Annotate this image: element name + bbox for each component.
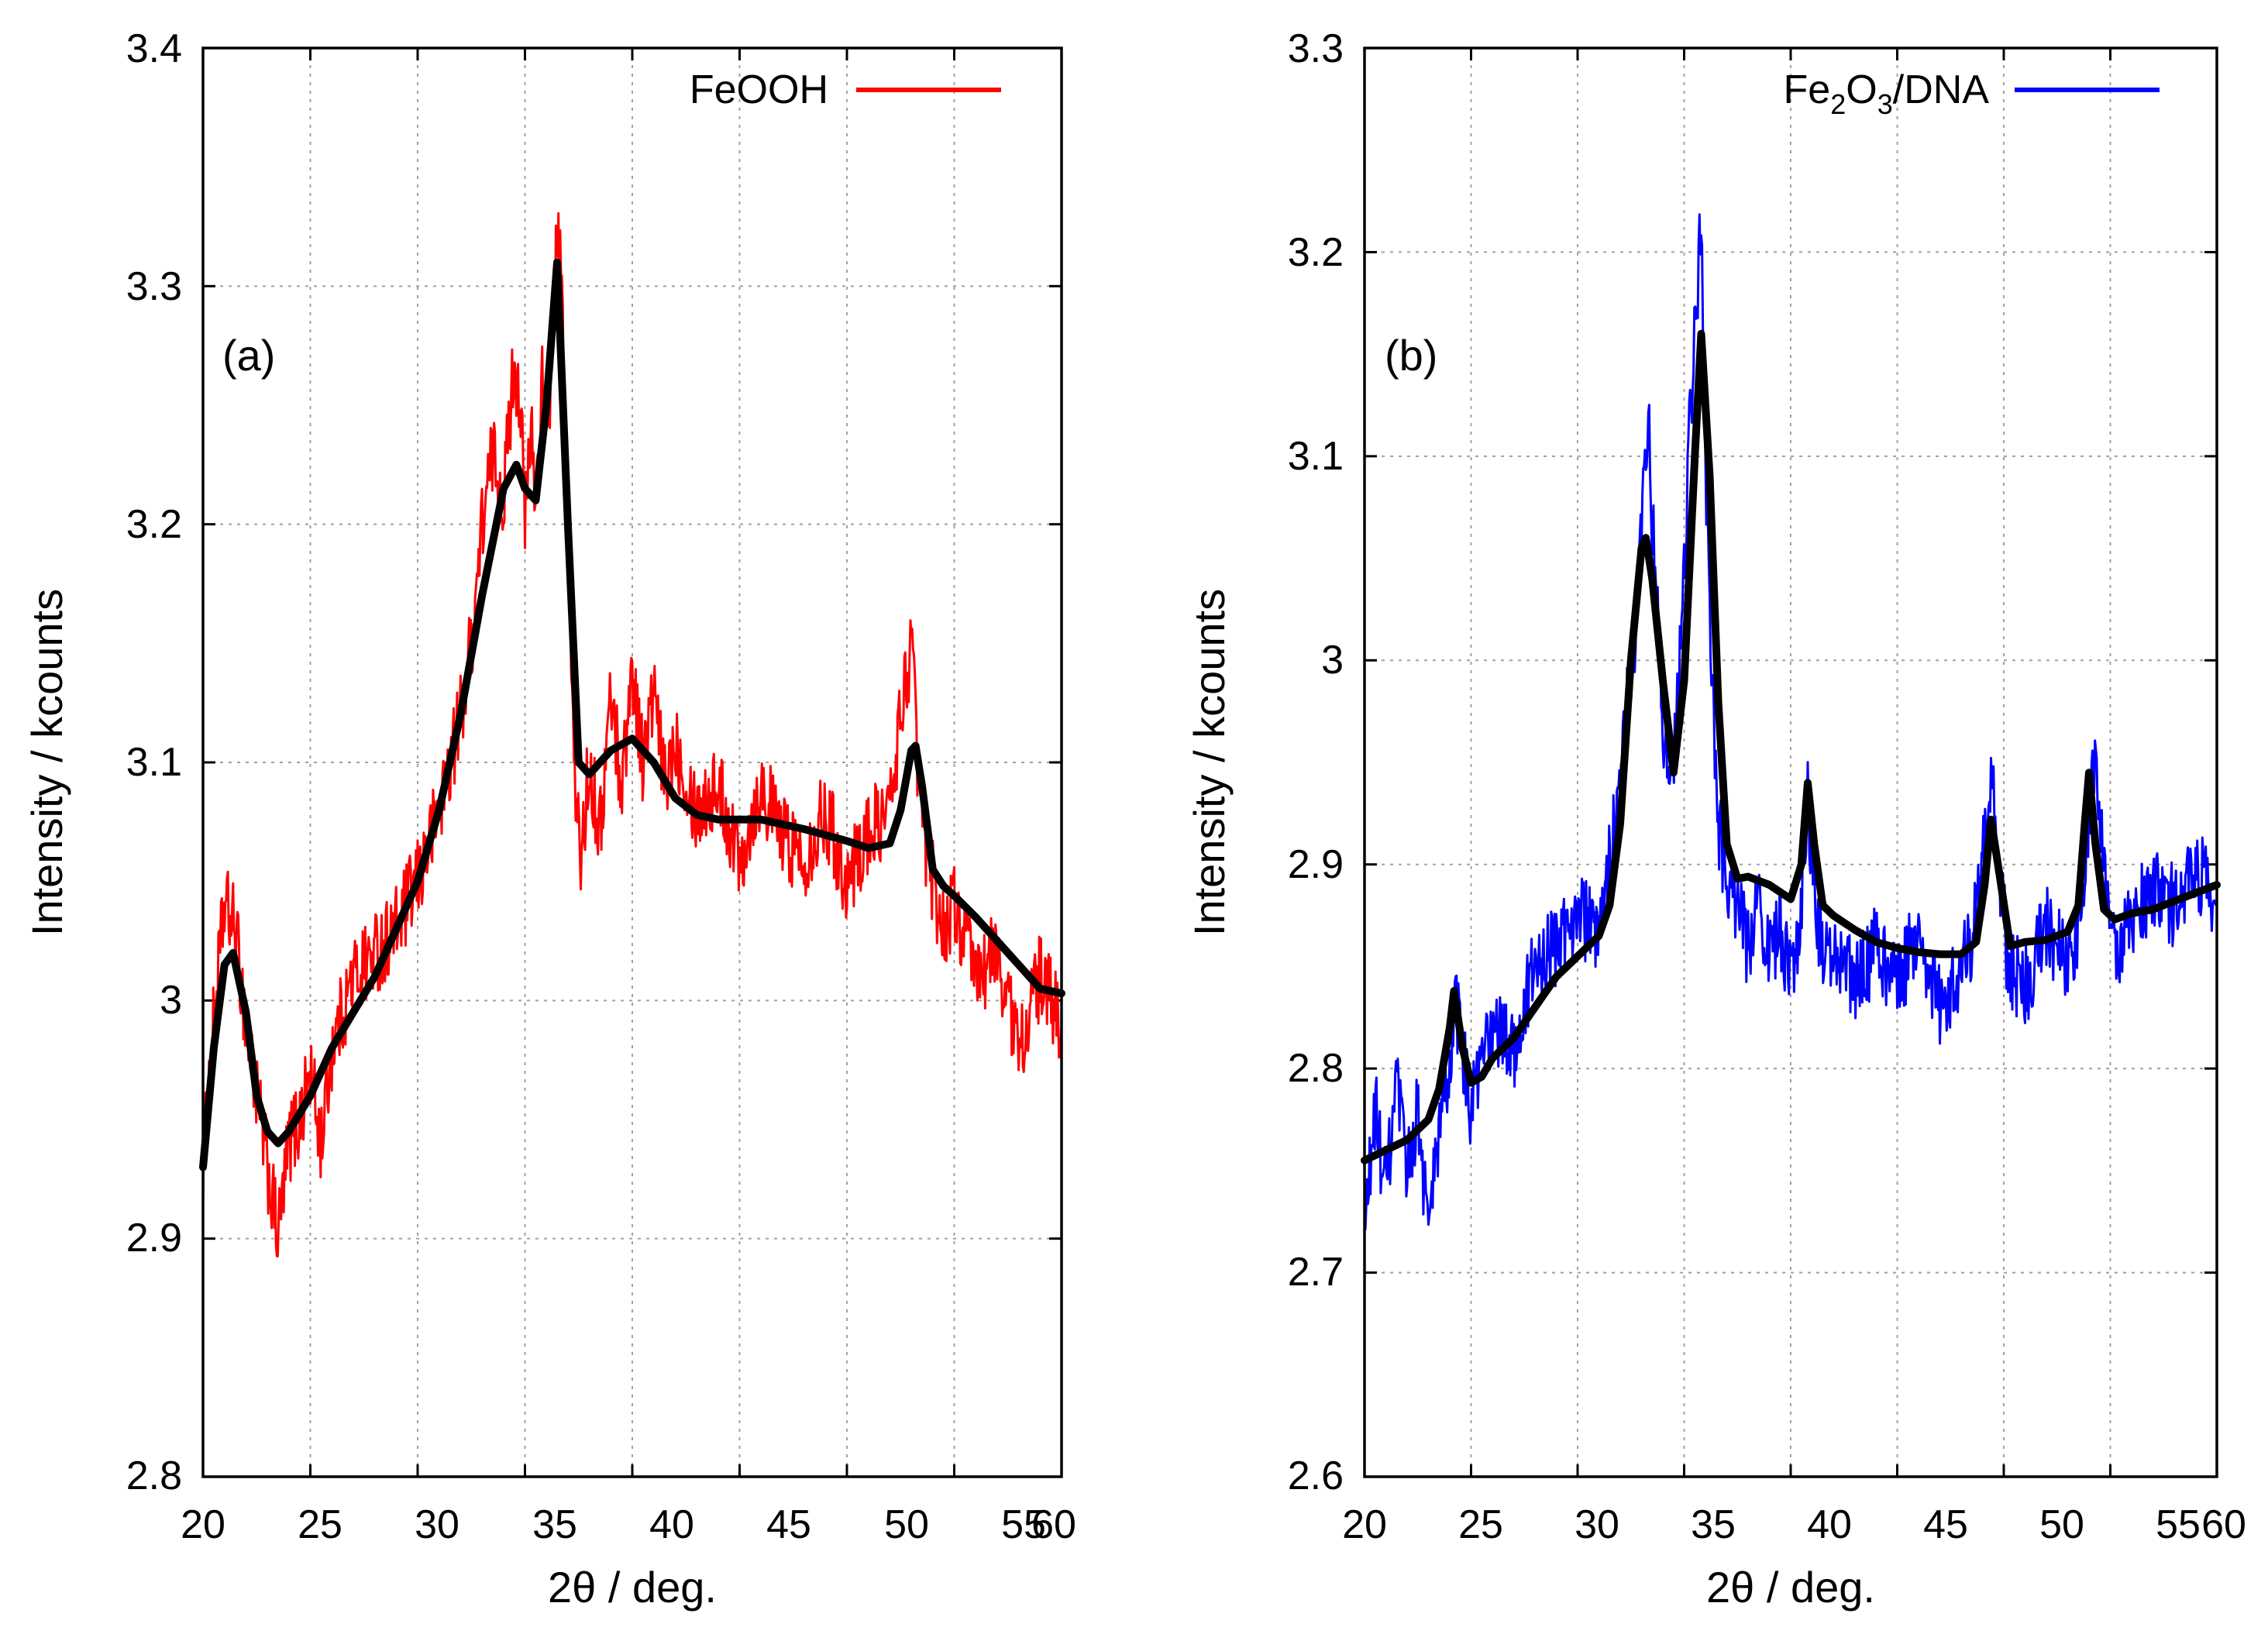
panel-b-y-tick-label: 3.3 bbox=[1288, 26, 1344, 71]
panel-a-y-tick-label: 2.9 bbox=[126, 1216, 182, 1261]
legend-label-sub-2: 2 bbox=[1830, 88, 1846, 120]
panel-b-legend-label: Fe2O3/DNA bbox=[1784, 67, 1990, 120]
panel-b-label: (b) bbox=[1385, 331, 1437, 380]
panel-a-y-tick-label: 3.3 bbox=[126, 264, 182, 309]
panel-a-label: (a) bbox=[222, 331, 275, 380]
panel-a-y-axis-title: Intensity / kcounts bbox=[22, 589, 71, 936]
panel-b-x-tick-label: 45 bbox=[1923, 1502, 1968, 1547]
panel-a: 20 25 30 35 40 45 50 55 60 2.8 2.9 3 3.1… bbox=[22, 26, 1076, 1612]
panel-a-y-tick-label: 3 bbox=[160, 978, 182, 1023]
panel-a-y-tick-label: 3.1 bbox=[126, 740, 182, 785]
panel-a-y-tick-label: 2.8 bbox=[126, 1453, 182, 1498]
panel-b-x-axis-title: 2θ / deg. bbox=[1706, 1563, 1875, 1612]
panel-b-series-fe2o3-dna-line bbox=[1363, 213, 2218, 1230]
panel-b-x-tick-label: 55 bbox=[2156, 1502, 2201, 1547]
legend-label-dna: /DNA bbox=[1893, 67, 1990, 112]
panel-a-x-tick-label: 60 bbox=[1031, 1502, 1076, 1547]
panel-a-x-tick-label: 20 bbox=[181, 1502, 225, 1547]
panel-b-y-tick-label: 2.6 bbox=[1288, 1453, 1344, 1498]
panel-b-y-tick-label: 3.2 bbox=[1288, 230, 1344, 275]
legend-label-sub-3: 3 bbox=[1877, 88, 1893, 120]
panel-a-legend-label: FeOOH bbox=[690, 67, 828, 112]
legend-label-o: O bbox=[1846, 67, 1877, 112]
panel-b-x-tick-label: 20 bbox=[1342, 1502, 1387, 1547]
legend-label-fe: Fe bbox=[1784, 67, 1831, 112]
panel-b-y-tick-labels: 2.6 2.7 2.8 2.9 3 3.1 3.2 3.3 bbox=[1288, 26, 1344, 1498]
panel-b-y-tick-label: 3.1 bbox=[1288, 434, 1344, 479]
panel-b-x-tick-label: 25 bbox=[1458, 1502, 1503, 1547]
panel-a-legend: FeOOH bbox=[690, 67, 1001, 112]
panel-b-x-tick-label: 60 bbox=[2201, 1502, 2246, 1547]
panel-a-fit-curve bbox=[199, 258, 1065, 1171]
panel-a-y-tick-labels: 2.8 2.9 3 3.1 3.2 3.3 3.4 bbox=[126, 26, 182, 1498]
panel-a-x-tick-label: 35 bbox=[532, 1502, 577, 1547]
panel-a-x-tick-labels: 20 25 30 35 40 45 50 55 60 bbox=[181, 1502, 1076, 1547]
panel-a-y-tick-label: 3.2 bbox=[126, 502, 182, 547]
panel-a-x-tick-label: 45 bbox=[766, 1502, 811, 1547]
panel-a-x-tick-label: 40 bbox=[649, 1502, 694, 1547]
panel-b-x-tick-labels: 20 25 30 35 40 45 50 55 60 bbox=[1342, 1502, 2246, 1547]
panel-a-x-tick-label: 50 bbox=[884, 1502, 929, 1547]
panel-a-y-tick-label: 3.4 bbox=[126, 26, 182, 71]
panel-b-x-tick-label: 40 bbox=[1807, 1502, 1852, 1547]
panel-b-y-axis-title: Intensity / kcounts bbox=[1185, 589, 1234, 936]
panel-a-x-tick-label: 30 bbox=[415, 1502, 459, 1547]
panel-a-grid bbox=[203, 48, 1062, 1477]
panel-b-y-tick-label: 2.9 bbox=[1288, 842, 1344, 887]
panel-b-x-tick-label: 35 bbox=[1691, 1502, 1736, 1547]
panel-b-grid bbox=[1365, 48, 2217, 1477]
panel-b-plot-frame bbox=[1363, 46, 2218, 1478]
panel-b-tick-marks bbox=[1363, 46, 2218, 1478]
panel-b-x-tick-label: 30 bbox=[1575, 1502, 1619, 1547]
panel-b-legend: Fe2O3/DNA bbox=[1784, 67, 2160, 120]
panel-b-y-tick-label: 3 bbox=[1321, 638, 1344, 683]
panel-a-x-tick-label: 25 bbox=[298, 1502, 342, 1547]
panel-a-x-axis-title: 2θ / deg. bbox=[548, 1563, 717, 1612]
panel-b-y-tick-label: 2.8 bbox=[1288, 1046, 1344, 1091]
panel-a-plot-frame bbox=[201, 46, 1063, 1478]
panel-a-x-tick-label: 55 bbox=[1001, 1502, 1046, 1547]
panel-b-fit-curve bbox=[1361, 329, 2221, 1164]
panel-b: 20 25 30 35 40 45 50 55 60 2.6 2.7 2.8 2… bbox=[1185, 26, 2246, 1612]
panel-b-y-tick-label: 2.7 bbox=[1288, 1250, 1344, 1295]
panel-b-x-tick-label: 50 bbox=[2039, 1502, 2084, 1547]
